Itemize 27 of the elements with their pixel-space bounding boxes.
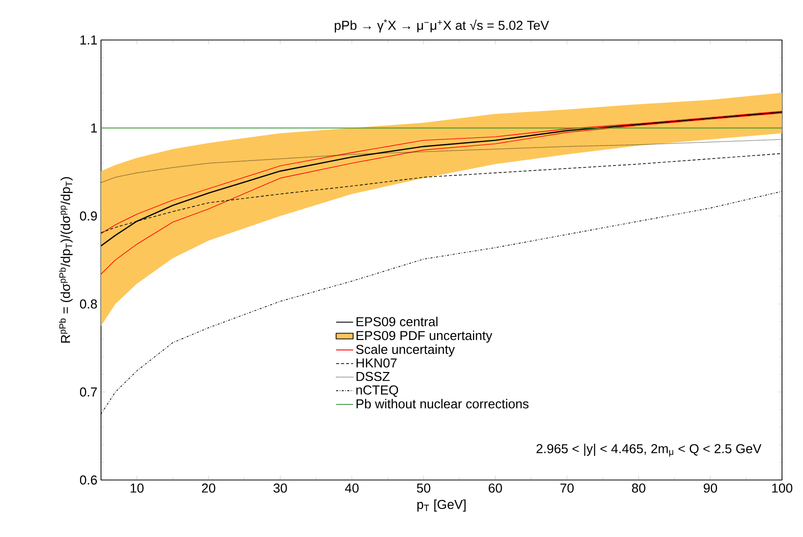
y-tick-label: 1.1 xyxy=(80,36,97,44)
x-tick-label: 80 xyxy=(632,484,646,493)
y-tick-label: 0.6 xyxy=(80,475,97,485)
legend-label: HKN07 xyxy=(356,358,397,368)
legend-label: Scale uncertainty xyxy=(356,344,455,357)
x-tick-label: 100 xyxy=(772,484,792,493)
y-tick-label: 0.8 xyxy=(80,299,97,309)
x-tick-label: 50 xyxy=(416,484,430,493)
legend-label: EPS09 PDF uncertainty xyxy=(356,330,492,343)
x-tick-label: 20 xyxy=(202,484,216,493)
text: R$^{pPb}$ = (dσ$^{pPb}$/dp$_{T}$)/(dσ$^{pp}$/dp$_{T}$) xyxy=(59,177,73,343)
x-tick-label: 70 xyxy=(560,484,574,493)
x-tick-label: 10 xyxy=(130,484,144,493)
y-tick-label: 0.9 xyxy=(80,211,97,221)
y-tick-label: 0.7 xyxy=(80,387,97,397)
x-tick-label: 30 xyxy=(274,484,287,493)
chart-title: pPb → γ$^{*}$X → μ$^{−}$μ$^{+}$X at √s = 5.02 TeV xyxy=(334,19,549,32)
legend-label: Pb without nuclear corrections xyxy=(356,398,529,408)
x-tick-label: 40 xyxy=(344,484,359,493)
legend-label: DSSZ xyxy=(356,372,390,382)
y-tick-label: 1 xyxy=(91,124,97,132)
legend-label: nCTEQ xyxy=(356,385,398,397)
x-axis-title: p$_{T}$ [GeV] xyxy=(417,500,466,512)
legend-label: EPS09 central xyxy=(356,316,438,326)
annotation: 2.965 < |y| < 4.465, 2m$_{μ}$ < Q < 2.5 GeV xyxy=(536,444,762,457)
x-tick-label: 90 xyxy=(704,484,718,493)
x-tick-label: 60 xyxy=(488,484,502,493)
